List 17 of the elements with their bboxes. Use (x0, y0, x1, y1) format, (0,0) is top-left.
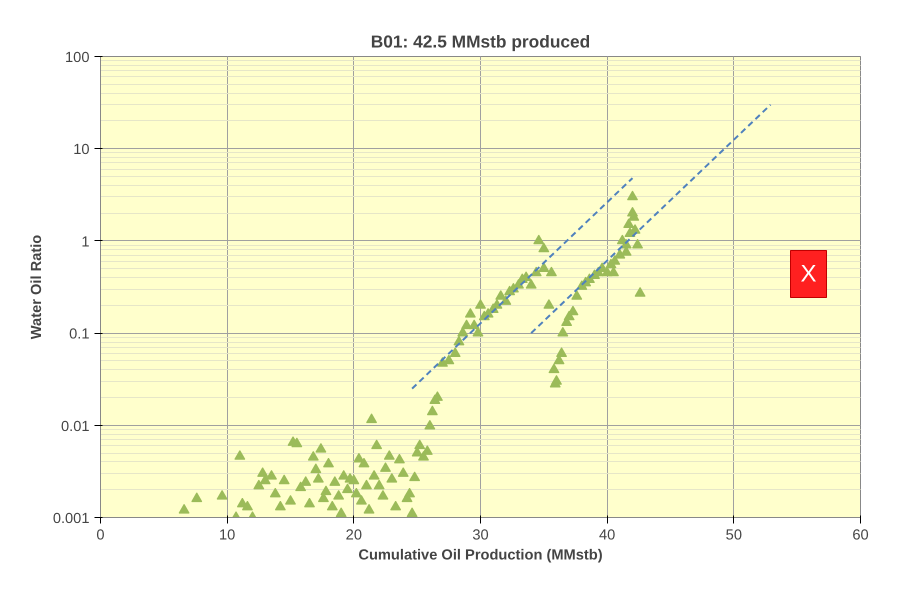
y-axis-title: Water Oil Ratio (28, 234, 45, 340)
y-tick-label: 10 (73, 142, 90, 158)
x-axis-title: Cumulative Oil Production (MMstb) (358, 548, 603, 564)
x-tick-label: 30 (472, 528, 489, 544)
y-tick-label: 0.001 (52, 511, 90, 527)
annotation: X (800, 260, 817, 288)
chart-title: B01: 42.5 MMstb produced (370, 32, 590, 52)
x-tick-label: 50 (726, 528, 742, 544)
y-tick-label: 100 (65, 50, 90, 66)
y-tick-label: 1 (81, 234, 90, 250)
y-tick-label: 0.1 (69, 326, 90, 343)
y-tick-label: 0.01 (60, 418, 90, 435)
x-tick-label: 0 (96, 528, 105, 544)
x-tick-label: 40 (599, 528, 616, 544)
x-tick-label: 20 (346, 528, 362, 544)
x-tick-label: 60 (852, 528, 869, 544)
x-tick-label: 10 (219, 528, 236, 544)
